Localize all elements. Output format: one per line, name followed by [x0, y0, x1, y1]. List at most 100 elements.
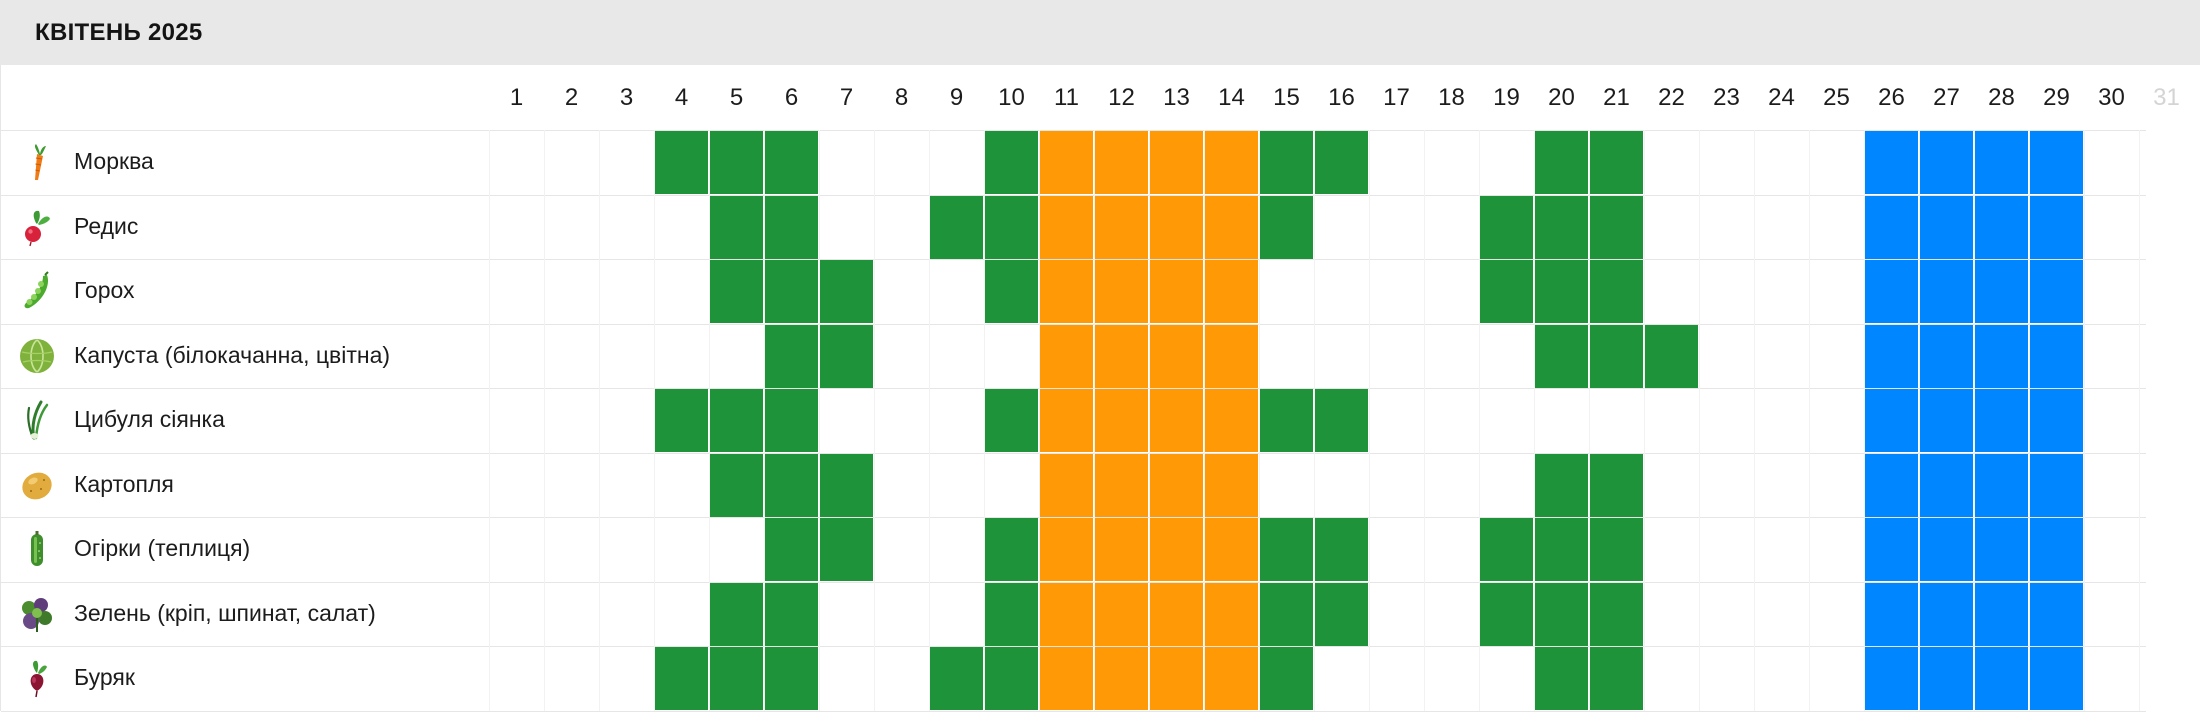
day-label-8: 8 [894, 84, 909, 111]
column-divider [1809, 130, 1810, 711]
day-cell-unfavorable [1150, 131, 1203, 194]
day-cell-unfavorable [1150, 389, 1203, 452]
day-cell-unfavorable [1150, 453, 1203, 517]
day-label-27: 27 [1933, 84, 1960, 111]
day-cell-favorable [1535, 453, 1588, 517]
day-cell-favorable [710, 389, 763, 452]
day-cell-favorable [985, 260, 1038, 323]
day-cell-unfavorable [1040, 389, 1093, 452]
day-label-28: 28 [1988, 84, 2015, 111]
column-divider [1974, 130, 1975, 711]
day-cell-unfavorable [1205, 324, 1258, 388]
row-divider [1, 323, 2146, 325]
day-cell-favorable [765, 582, 818, 646]
row-divider [1, 452, 2146, 454]
day-cell-favorable [1535, 647, 1588, 710]
day-cell-rest [1865, 582, 1918, 646]
day-label-19: 19 [1493, 84, 1520, 111]
day-cell-favorable [985, 131, 1038, 194]
day-cell-unfavorable [1205, 260, 1258, 323]
day-cell-rest [1865, 324, 1918, 388]
day-cell-rest [1865, 453, 1918, 517]
day-cell-rest [2030, 647, 2083, 710]
crop-name: Капуста (білокачанна, цвітна) [74, 341, 391, 368]
column-divider [599, 130, 600, 711]
day-cell-unfavorable [1205, 647, 1258, 710]
day-cell-unfavorable [1150, 324, 1203, 388]
column-divider [489, 130, 490, 711]
day-label-22: 22 [1658, 84, 1685, 111]
day-cell-unfavorable [1150, 518, 1203, 581]
day-cell-rest [1920, 582, 1973, 646]
day-cell-favorable [1645, 324, 1698, 388]
day-cell-favorable [1260, 389, 1313, 452]
day-label-1: 1 [509, 84, 524, 111]
day-cell-unfavorable [1095, 453, 1148, 517]
day-cell-rest [1920, 518, 1973, 581]
day-cell-unfavorable [1150, 582, 1203, 646]
crop-name: Редис [74, 212, 139, 239]
crop-row: Редис [1, 195, 2146, 260]
day-cell-favorable [710, 260, 763, 323]
day-cell-rest [1920, 324, 1973, 388]
day-cell-unfavorable [1205, 131, 1258, 194]
day-cell-rest [1975, 195, 2028, 259]
day-label-11: 11 [1054, 84, 1079, 111]
crop-name: Буряк [74, 664, 135, 691]
day-cell-rest [1975, 131, 2028, 194]
day-cell-favorable [655, 647, 708, 710]
day-cell-favorable [820, 518, 873, 581]
day-cell-unfavorable [1040, 260, 1093, 323]
day-cell-favorable [655, 131, 708, 194]
day-label-9: 9 [949, 84, 964, 111]
day-cell-favorable [1260, 518, 1313, 581]
crop-row: Морква [1, 130, 2146, 195]
day-cell-unfavorable [1095, 195, 1148, 259]
day-cell-favorable [1590, 131, 1643, 194]
day-cell-rest [1975, 260, 2028, 323]
column-divider [2139, 130, 2140, 711]
day-cell-unfavorable [1040, 453, 1093, 517]
column-divider [1424, 130, 1425, 711]
column-divider [1864, 130, 1865, 711]
row-divider [1, 194, 2146, 196]
day-label-25: 25 [1823, 84, 1850, 111]
column-divider [1754, 130, 1755, 711]
day-cell-unfavorable [1205, 453, 1258, 517]
day-cell-favorable [710, 195, 763, 259]
day-cell-unfavorable [1150, 195, 1203, 259]
column-divider [1644, 130, 1645, 711]
peas-icon [17, 271, 57, 311]
day-cell-favorable [1260, 195, 1313, 259]
day-cell-rest [1865, 518, 1918, 581]
greens-icon [17, 594, 57, 634]
day-cell-rest [1920, 195, 1973, 259]
day-cell-rest [2030, 582, 2083, 646]
day-label-5: 5 [729, 84, 744, 111]
day-label-23: 23 [1713, 84, 1740, 111]
day-cell-rest [1975, 582, 2028, 646]
crop-name: Горох [74, 277, 135, 304]
day-cell-rest [2030, 131, 2083, 194]
day-cell-favorable [930, 647, 983, 710]
day-cell-favorable [1535, 195, 1588, 259]
day-cell-unfavorable [1040, 582, 1093, 646]
day-label-30: 30 [2098, 84, 2125, 111]
day-cell-favorable [1480, 518, 1533, 581]
crop-name: Морква [74, 148, 154, 175]
column-divider [1699, 130, 1700, 711]
day-cell-unfavorable [1095, 389, 1148, 452]
day-cell-favorable [1315, 131, 1368, 194]
crop-row: Зелень (кріп, шпинат, салат) [1, 582, 2146, 647]
column-divider [929, 130, 930, 711]
radish-icon [17, 207, 57, 247]
day-label-3: 3 [619, 84, 634, 111]
crop-row: Цибуля сіянка [1, 388, 2146, 453]
day-cell-favorable [820, 260, 873, 323]
day-cell-unfavorable [1095, 324, 1148, 388]
day-cell-favorable [765, 647, 818, 710]
day-cell-favorable [1260, 131, 1313, 194]
column-divider [2029, 130, 2030, 711]
row-divider [1, 646, 2146, 647]
crop-row: Картопля [1, 453, 2146, 518]
